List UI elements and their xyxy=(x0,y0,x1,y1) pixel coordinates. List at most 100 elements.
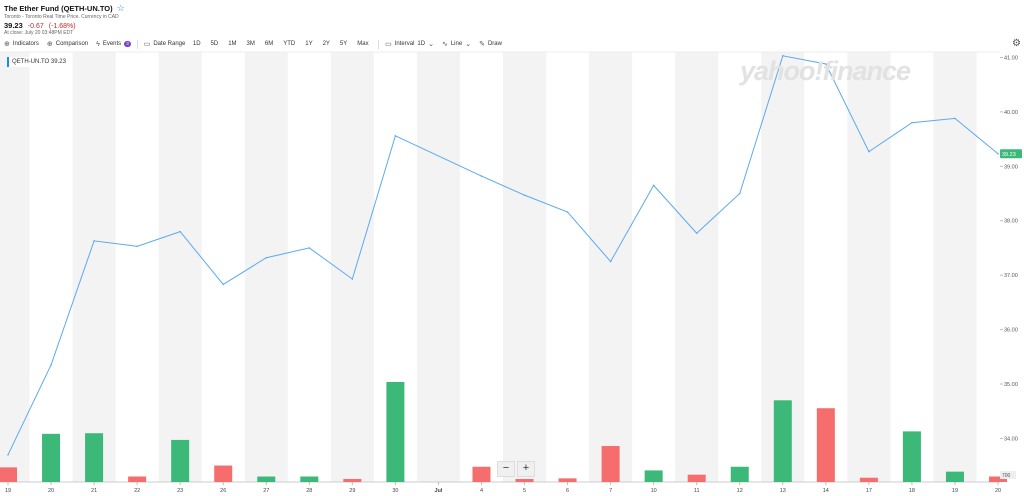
zoom-in-button[interactable]: + xyxy=(517,461,535,477)
comparison-button[interactable]: ⊕ Comparison xyxy=(47,40,88,48)
x-tick-label: 11 xyxy=(694,488,700,494)
volume-bar xyxy=(128,476,147,482)
indicators-button[interactable]: ⊕ Indicators xyxy=(4,40,39,48)
x-tick-label: 6 xyxy=(566,488,569,494)
zoom-controls: − + xyxy=(497,461,535,477)
price-line xyxy=(7,55,999,456)
volume-bar xyxy=(859,477,878,482)
y-tick-label: 35.00 xyxy=(1004,382,1018,388)
x-tick-label: 14 xyxy=(823,488,829,494)
price-point xyxy=(394,135,397,137)
x-tick-label: 19 xyxy=(5,488,11,494)
calendar-icon: ▭ xyxy=(385,41,392,48)
chart-toolbar: ⊕ Indicators ⊕ Comparison ϟ Events 3 ▭ D… xyxy=(0,37,1024,51)
price-point xyxy=(609,260,612,263)
volume-bar xyxy=(816,408,835,482)
interval-button[interactable]: ▭ Interval 1D ⌄ xyxy=(385,40,434,48)
price-change-pct: (-1.68%) xyxy=(48,23,76,30)
range-6m[interactable]: 6M xyxy=(264,41,274,47)
volume-axis-label: 700 xyxy=(1002,473,1011,479)
range-ytd[interactable]: YTD xyxy=(283,41,296,47)
x-tick-label: 27 xyxy=(263,488,269,494)
range-5d[interactable]: 5D xyxy=(210,41,219,47)
x-tick-label: 12 xyxy=(737,488,743,494)
indicators-label: Indicators xyxy=(12,41,39,47)
volume-bar xyxy=(773,400,792,482)
events-label: Events xyxy=(102,41,122,47)
price-point xyxy=(93,240,95,242)
range-max[interactable]: Max xyxy=(357,41,369,47)
price-point xyxy=(652,184,655,187)
y-axis: 34.00 35.00 36.00 37.00 38.00 39.00 40.00 41.00… xyxy=(1000,55,1022,479)
date-range-label: Date Range xyxy=(153,41,186,47)
grid-band xyxy=(72,52,116,482)
lightning-icon: ϟ xyxy=(96,40,100,48)
background-bands xyxy=(0,51,1000,483)
price-point xyxy=(695,232,698,235)
price-point xyxy=(825,63,827,65)
volume-bar xyxy=(687,474,706,482)
legend-value: 39.23 xyxy=(50,59,66,65)
interval-label: Interval xyxy=(394,41,415,47)
volume-bar xyxy=(42,433,61,482)
grid-band xyxy=(675,52,719,482)
volume-bar xyxy=(171,439,190,482)
x-tick-label: 18 xyxy=(909,488,915,494)
grid-band xyxy=(503,52,547,482)
price-point xyxy=(480,175,483,177)
fund-title: The Ether Fund (QETH-UN.TO) xyxy=(4,3,113,13)
draw-button[interactable]: ✎ Draw xyxy=(479,40,502,48)
price-point xyxy=(566,211,569,213)
line-type-button[interactable]: ∿ Line ⌄ xyxy=(442,40,471,48)
price-change: -0.67 xyxy=(27,23,44,30)
legend-symbol: QETH-UN.TO xyxy=(12,59,50,65)
x-tick-label: 20 xyxy=(48,488,54,494)
price-point xyxy=(222,283,225,286)
toolbar-divider xyxy=(136,39,138,49)
comparison-label: Comparison xyxy=(55,41,89,47)
x-tick-label: 4 xyxy=(480,488,483,494)
y-tick-label: 38.00 xyxy=(1004,219,1018,225)
volume-bar xyxy=(257,476,276,482)
y-tick-label: 39.00 xyxy=(1004,164,1018,170)
grid-band xyxy=(589,52,633,482)
range-2y[interactable]: 2Y xyxy=(322,41,330,47)
volume-axis-label-bg xyxy=(1000,471,1016,479)
x-tick-label: 21 xyxy=(91,488,97,494)
volume-bars xyxy=(0,382,1007,482)
volume-bar xyxy=(343,478,362,482)
volume-bar xyxy=(386,382,405,482)
series-legend[interactable]: QETH-UN.TO 39.23 xyxy=(7,57,70,67)
x-tick-label: 7 xyxy=(609,488,612,494)
price-point xyxy=(868,150,870,153)
quote-header: The Ether Fund (QETH-UN.TO) ☆ Toronto - … xyxy=(4,2,404,37)
x-tick-label: 20 xyxy=(995,488,1001,494)
price-point xyxy=(50,364,52,366)
range-1y[interactable]: 1Y xyxy=(305,41,313,47)
range-buttons: 1D 5D 1M 3M 6M YTD 1Y 2Y 5Y Max xyxy=(189,41,372,47)
x-tick-label: 29 xyxy=(349,488,355,494)
last-price-label-bg xyxy=(1000,149,1022,159)
last-price-label: 39.23 xyxy=(1002,152,1016,158)
draw-label: Draw xyxy=(487,41,502,47)
range-1d[interactable]: 1D xyxy=(192,41,201,47)
grid-band xyxy=(847,52,891,482)
date-range-button[interactable]: ▭ Date Range xyxy=(144,40,186,48)
range-3m[interactable]: 3M xyxy=(246,41,255,47)
range-5y[interactable]: 5Y xyxy=(339,41,348,47)
volume-bar xyxy=(730,466,749,482)
events-button[interactable]: ϟ Events 3 xyxy=(96,41,131,48)
y-tick-label: 36.00 xyxy=(1004,328,1018,334)
range-1m[interactable]: 1M xyxy=(228,41,237,47)
volume-bar xyxy=(558,478,577,482)
volume-bar xyxy=(214,465,233,482)
settings-gear-icon[interactable]: ⚙ xyxy=(1012,38,1021,49)
volume-bar xyxy=(945,471,964,482)
volume-bar xyxy=(300,476,319,482)
grid-band xyxy=(416,52,460,482)
zoom-out-button[interactable]: − xyxy=(497,461,515,477)
star-icon[interactable]: ☆ xyxy=(116,2,125,13)
price-point xyxy=(351,278,354,280)
price-point xyxy=(738,192,741,195)
